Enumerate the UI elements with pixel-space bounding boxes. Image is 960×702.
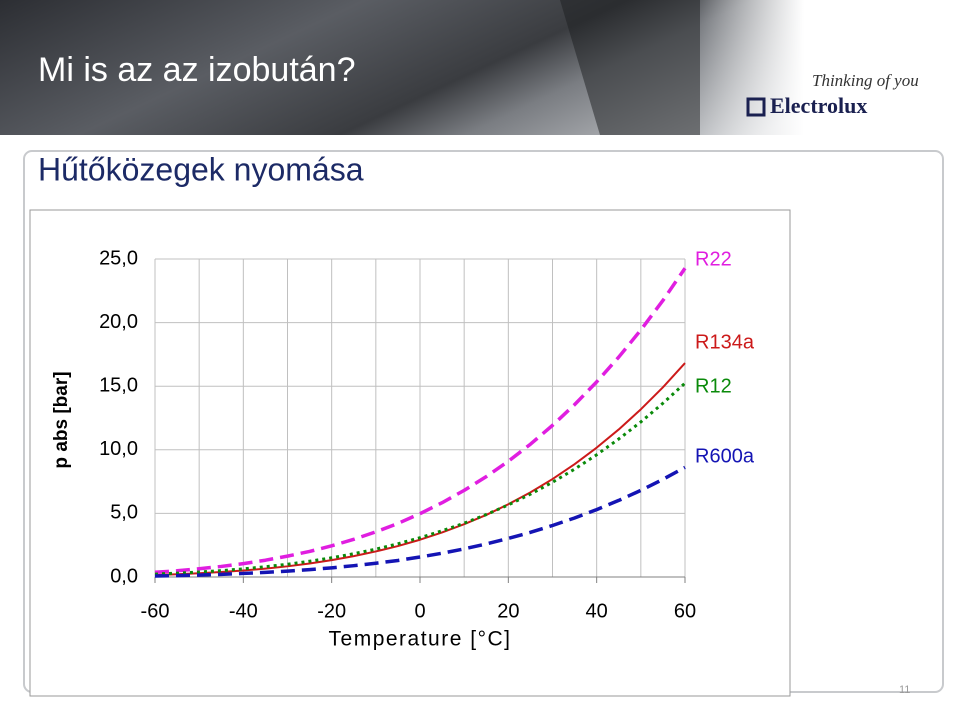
x-axis-label: Temperature [°C]	[329, 628, 512, 651]
x-tick-label: -40	[229, 600, 258, 622]
y-tick-label: 25,0	[99, 247, 138, 269]
header-stripe	[560, 0, 700, 135]
logo-tagline: Thinking of you	[812, 71, 919, 90]
series-line	[154, 267, 687, 575]
slide-title: Mi is az az izobután?	[38, 51, 356, 89]
x-tick-label: -20	[317, 600, 346, 622]
legend-label: R22	[695, 248, 732, 270]
y-tick-label: 0,0	[110, 565, 138, 587]
y-tick-label: 15,0	[99, 374, 138, 396]
series-line	[154, 465, 686, 578]
x-tick-label: 0	[414, 600, 425, 622]
plot: 0,0 5,0 10,0 15,0 20,0 25,0 -60 -40 -20 0 20 40 60 R2…	[99, 247, 755, 622]
y-tick-label: 20,0	[99, 311, 138, 333]
series-line	[154, 382, 687, 576]
legend-label: R134a	[695, 331, 755, 353]
page-number: 11	[899, 684, 910, 696]
legend-label: R600a	[695, 445, 755, 467]
x-tick-label: 60	[674, 600, 696, 622]
logo-brand: Electrolux	[770, 93, 867, 118]
slide-subtitle: Hűtőközegek nyomása	[38, 151, 364, 187]
y-tick-label: 5,0	[110, 502, 138, 524]
logo-bg	[700, 0, 960, 135]
chart-frame	[29, 209, 791, 697]
x-tick-label: 20	[497, 600, 519, 622]
y-axis-label: p abs [bar]	[51, 371, 72, 468]
y-tick-label: 10,0	[99, 438, 138, 460]
x-tick-label: 40	[586, 600, 608, 622]
series-line	[154, 362, 686, 576]
logo-icon	[746, 97, 766, 117]
legend-label: R12	[695, 375, 732, 397]
x-tick-label: -60	[141, 600, 170, 622]
